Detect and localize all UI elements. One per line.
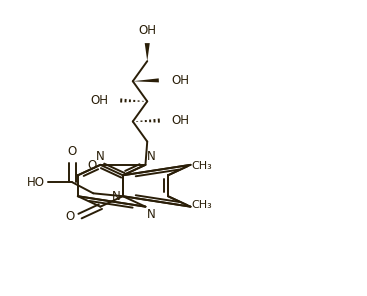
Text: OH: OH (172, 114, 190, 127)
Text: O: O (68, 145, 77, 158)
Polygon shape (145, 43, 150, 61)
Polygon shape (133, 78, 159, 82)
Text: OH: OH (138, 24, 156, 37)
Text: OH: OH (172, 74, 190, 87)
Text: N: N (147, 150, 156, 163)
Text: OH: OH (90, 94, 108, 107)
Text: O: O (87, 159, 97, 172)
Text: N: N (112, 190, 121, 203)
Text: N: N (147, 208, 156, 221)
Text: O: O (65, 210, 74, 223)
Text: CH₃: CH₃ (191, 200, 212, 210)
Text: N: N (96, 150, 105, 163)
Text: HO: HO (27, 176, 45, 189)
Text: CH₃: CH₃ (191, 161, 212, 171)
